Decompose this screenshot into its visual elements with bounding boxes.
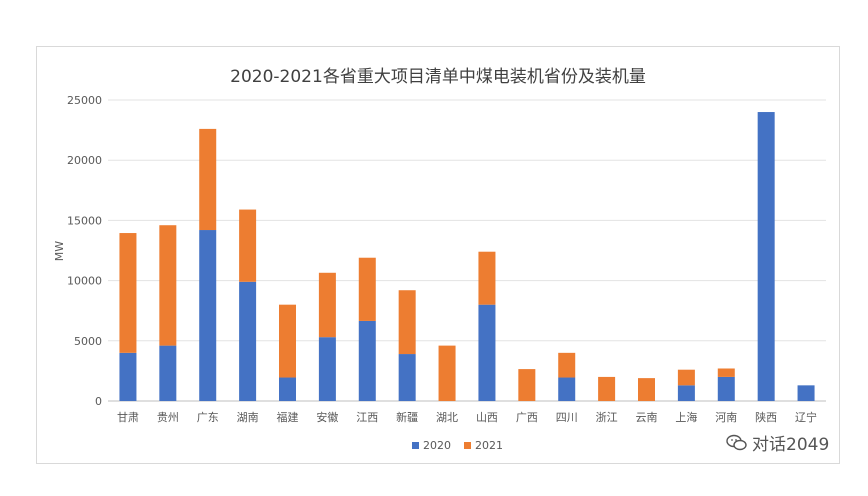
y-tick-label: 0 — [95, 395, 102, 408]
bar-2020 — [199, 230, 217, 401]
watermark-text: 对话2049 — [752, 435, 830, 455]
y-tick-label: 15000 — [67, 214, 102, 227]
bar-2020 — [398, 354, 416, 401]
bar-2021 — [279, 304, 296, 378]
y-tick-label: 20000 — [67, 154, 102, 167]
bar-2021 — [518, 369, 536, 401]
bar-2021 — [358, 257, 376, 321]
x-tick-label: 江西 — [356, 411, 378, 424]
y-axis-label: MW — [53, 241, 66, 261]
bar-2021 — [239, 209, 257, 282]
bar-2021 — [638, 378, 655, 401]
bar-2021 — [318, 272, 336, 338]
bar-2020 — [358, 320, 376, 401]
bar-2020 — [797, 385, 815, 401]
bar-2021 — [119, 233, 137, 353]
legend-label: 2020 — [423, 439, 451, 452]
x-tick-label: 云南 — [636, 411, 658, 424]
x-tick-label: 甘肃 — [117, 411, 139, 424]
bar-2021 — [159, 225, 177, 346]
bar-2021 — [398, 290, 416, 355]
y-tick-label: 5000 — [74, 335, 102, 348]
x-tick-label: 陕西 — [755, 410, 777, 424]
x-tick-label: 浙江 — [596, 411, 618, 424]
x-tick-label: 山西 — [476, 411, 498, 424]
bar-2020 — [159, 345, 177, 401]
bar-2021 — [677, 369, 695, 386]
legend: 2020 2021 — [412, 439, 503, 452]
x-tick-label: 湖北 — [436, 411, 458, 424]
x-tick-label: 辽宁 — [795, 410, 817, 424]
bar-2021 — [558, 352, 576, 378]
x-tick-label: 广西 — [516, 411, 538, 424]
y-tick-label: 10000 — [67, 275, 102, 288]
bar-2021 — [478, 251, 496, 305]
bar-2021 — [717, 368, 735, 377]
chart-title: 2020-2021各省重大项目清单中煤电装机省份及装机量 — [230, 67, 646, 87]
bar-2020 — [717, 376, 735, 401]
y-tick-label: 25000 — [67, 94, 102, 107]
bar-2020 — [318, 337, 336, 401]
x-tick-label: 贵州 — [157, 411, 179, 424]
x-tick-label: 湖南 — [237, 411, 259, 424]
bar-2020 — [558, 377, 576, 401]
bar-2020 — [757, 112, 775, 401]
bar-2020 — [239, 281, 257, 401]
legend-swatch — [412, 442, 419, 449]
wechat-icon — [726, 434, 747, 450]
bar-2021 — [598, 376, 616, 401]
watermark: 对话2049 — [726, 430, 829, 455]
bar-2020 — [119, 352, 137, 401]
bar-2020 — [478, 304, 496, 401]
x-tick-label: 安徽 — [316, 410, 338, 424]
x-tick-label: 福建 — [277, 410, 299, 424]
bar-2021 — [438, 345, 456, 401]
x-tick-label: 四川 — [556, 411, 578, 424]
bar-2020 — [279, 377, 296, 401]
x-tick-label: 上海 — [675, 410, 697, 424]
legend-label: 2021 — [475, 439, 503, 452]
bar-2020 — [677, 385, 695, 401]
x-tick-label: 河南 — [715, 411, 737, 424]
x-tick-label: 新疆 — [396, 410, 418, 424]
x-tick-label: 广东 — [197, 411, 219, 424]
legend-swatch — [464, 442, 471, 449]
bar-2021 — [199, 128, 217, 231]
